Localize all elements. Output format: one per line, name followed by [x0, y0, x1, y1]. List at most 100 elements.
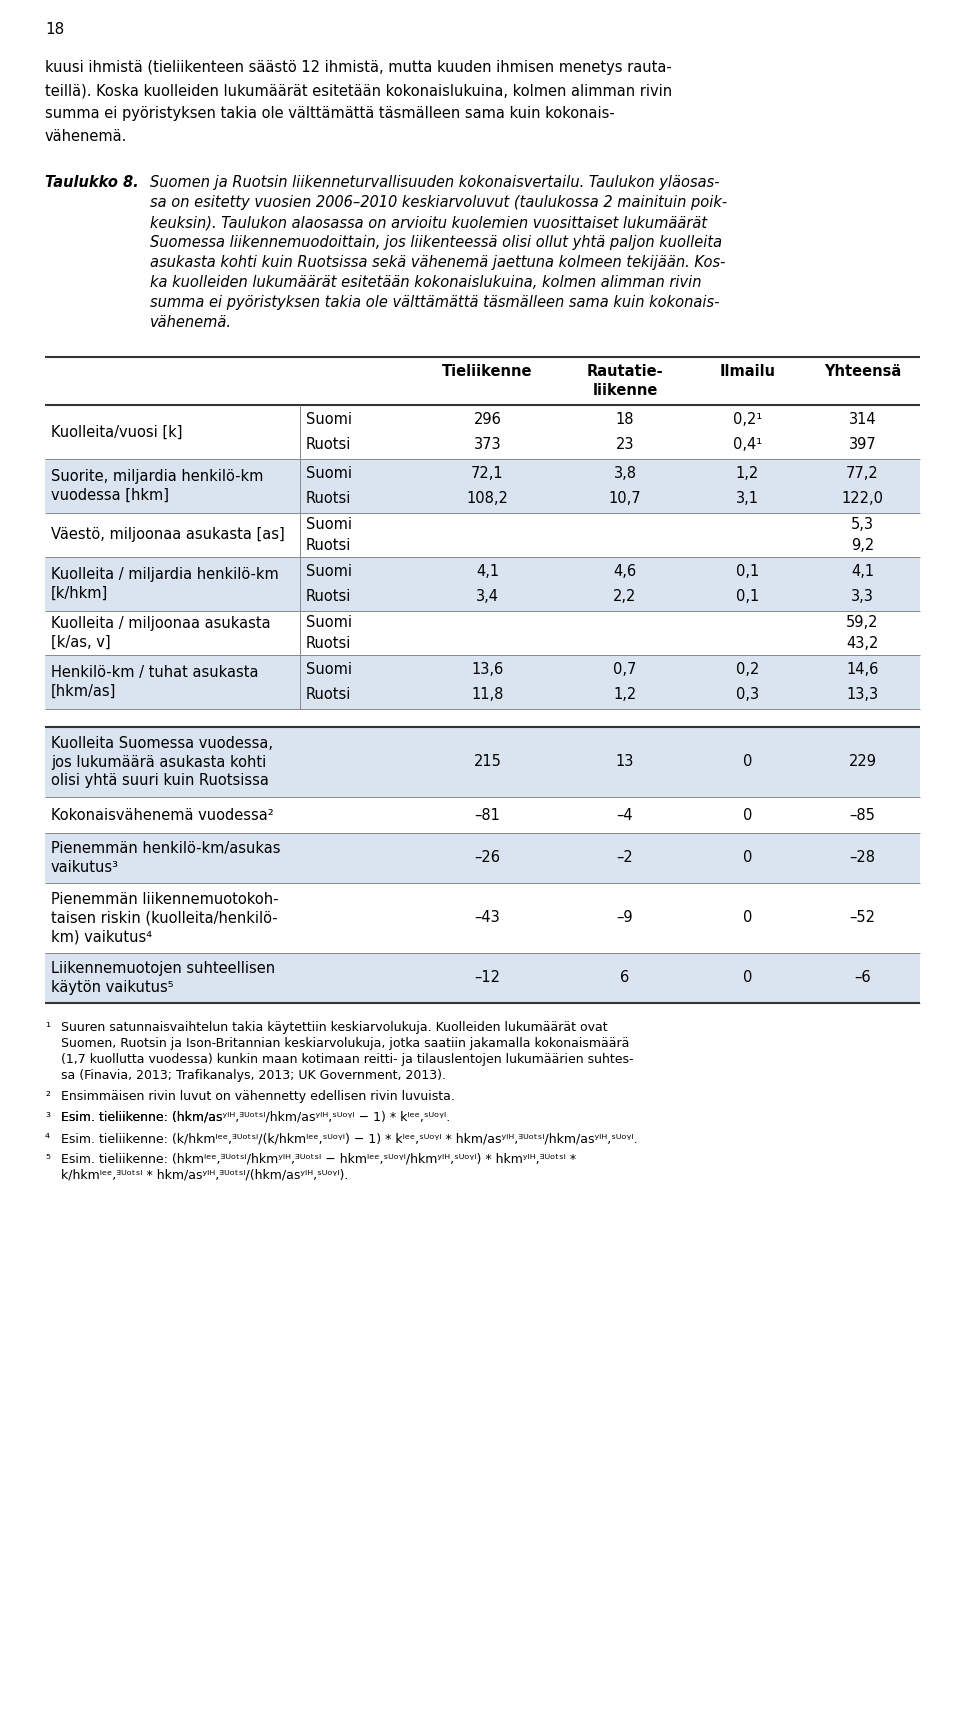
Bar [45, 404, 920, 459]
Text: 18: 18 [615, 413, 635, 427]
Text: vähenemä.: vähenemä. [45, 129, 128, 144]
Text: sa on esitetty vuosien 2006–2010 keskiarvoluvut (taulukossa 2 mainituin poik-: sa on esitetty vuosien 2006–2010 keskiar… [150, 194, 727, 210]
Text: 397: 397 [849, 437, 876, 452]
Text: keuksin). Taulukon alaosassa on arvioitu kuolemien vuosittaiset lukumäärät: keuksin). Taulukon alaosassa on arvioitu… [150, 215, 708, 230]
Text: teillä). Koska kuolleiden lukumäärät esitetään kokonaislukuina, kolmen alimman r: teillä). Koska kuolleiden lukumäärät esi… [45, 83, 672, 98]
Text: 4,6: 4,6 [613, 564, 636, 580]
Text: 0,3: 0,3 [736, 686, 759, 702]
Text: 3,1: 3,1 [736, 490, 759, 506]
Text: Liikennemuotojen suhteellisen
käytön vaikutus⁵: Liikennemuotojen suhteellisen käytön vai… [51, 961, 276, 994]
Text: Suomi: Suomi [306, 466, 352, 482]
Text: Ruotsi: Ruotsi [306, 538, 351, 552]
Text: Suomi: Suomi [306, 518, 352, 533]
Text: –43: –43 [474, 910, 500, 925]
Text: Taulukko 8.: Taulukko 8. [45, 175, 138, 189]
Text: 0: 0 [743, 910, 753, 925]
Bar [45, 882, 920, 953]
Text: Esim. tieliikenne: (hkmᴵᵉᵉ,ᴲᵁᵒᵗˢᴵ/hkmʸᴵᴴ,ᴲᵁᵒᵗˢᴵ − hkmᴵᵉᵉ,ˢᵁᵒᵞᴵ/hkmʸᴵᴴ,ˢᵁᵒᵞᴵ) * h: Esim. tieliikenne: (hkmᴵᵉᵉ,ᴲᵁᵒᵗˢᴵ/hkmʸᴵᴴ… [61, 1152, 576, 1166]
Bar [45, 796, 920, 832]
Text: Suuren satunnaisvaihtelun takia käytettiin keskiarvolukuja. Kuolleiden lukumäärä: Suuren satunnaisvaihtelun takia käytetti… [61, 1022, 608, 1034]
Bar [45, 832, 920, 882]
Text: Suorite, miljardia henkilö-km
vuodessa [hkm]: Suorite, miljardia henkilö-km vuodessa [… [51, 470, 263, 502]
Text: asukasta kohti kuin Ruotsissa sekä vähenemä jaettuna kolmeen tekijään. Kos-: asukasta kohti kuin Ruotsissa sekä vähen… [150, 255, 726, 270]
Text: Pienemmän liikennemuotokoh-
taisen riskin (kuolleita/henkilö-
km) vaikutus⁴: Pienemmän liikennemuotokoh- taisen riski… [51, 893, 278, 944]
Text: 108,2: 108,2 [467, 490, 509, 506]
Text: summa ei pyöristyksen takia ole välttämättä täsmälleen sama kuin kokonais-: summa ei pyöristyksen takia ole välttämä… [150, 296, 719, 310]
Text: Suomessa liikennemuodoittain, jos liikenteessä olisi ollut yhtä paljon kuolleita: Suomessa liikennemuodoittain, jos liiken… [150, 236, 722, 249]
Text: –81: –81 [474, 807, 500, 822]
Text: ⁴: ⁴ [45, 1132, 50, 1146]
Text: 18: 18 [45, 22, 64, 38]
Bar [45, 953, 920, 1003]
Text: 13,3: 13,3 [847, 686, 878, 702]
Text: Ruotsi: Ruotsi [306, 588, 351, 604]
Text: 1,2: 1,2 [736, 466, 759, 482]
Text: Rautatie-
liikenne: Rautatie- liikenne [587, 365, 663, 397]
Bar [45, 728, 920, 796]
Text: Ruotsi: Ruotsi [306, 636, 351, 650]
Bar [45, 459, 920, 513]
Text: 59,2: 59,2 [847, 616, 878, 631]
Text: Pienemmän henkilö-km/asukas
vaikutus³: Pienemmän henkilö-km/asukas vaikutus³ [51, 841, 280, 875]
Text: 77,2: 77,2 [846, 466, 878, 482]
Text: Esim. tieliikenne: (hkm/as: Esim. tieliikenne: (hkm/as [61, 1111, 223, 1123]
Text: (1,7 kuollutta vuodessa) kunkin maan kotimaan reitti- ja tilauslentojen lukumäär: (1,7 kuollutta vuodessa) kunkin maan kot… [61, 1053, 634, 1066]
Text: 1,2: 1,2 [613, 686, 636, 702]
Text: ka kuolleiden lukumäärät esitetään kokonaislukuina, kolmen alimman rivin: ka kuolleiden lukumäärät esitetään kokon… [150, 275, 702, 291]
Text: Kuolleita / miljoonaa asukasta
[k/as, v]: Kuolleita / miljoonaa asukasta [k/as, v] [51, 616, 271, 650]
Text: 9,2: 9,2 [851, 538, 875, 552]
Text: 2,2: 2,2 [613, 588, 636, 604]
Text: –12: –12 [474, 970, 500, 986]
Text: Kokonaisvähenemä vuodessa²: Kokonaisvähenemä vuodessa² [51, 807, 274, 822]
Text: –85: –85 [850, 807, 876, 822]
Text: 6: 6 [620, 970, 630, 986]
Bar [45, 611, 920, 655]
Bar [45, 655, 920, 709]
Text: Kuolleita / miljardia henkilö-km
[k/hkm]: Kuolleita / miljardia henkilö-km [k/hkm] [51, 568, 278, 600]
Text: summa ei pyöristyksen takia ole välttämättä täsmälleen sama kuin kokonais-: summa ei pyöristyksen takia ole välttämä… [45, 107, 614, 120]
Text: 229: 229 [849, 755, 876, 769]
Text: 3,4: 3,4 [476, 588, 499, 604]
Text: 0: 0 [743, 850, 753, 865]
Text: –52: –52 [850, 910, 876, 925]
Text: Esim. tieliikenne: (hkm/asʸᴵᴴ,ᴲᵁᵒᵗˢᴵ/hkm/asʸᴵᴴ,ˢᵁᵒᵞᴵ − 1) * kᴵᵉᵉ,ˢᵁᵒᵞᴵ.: Esim. tieliikenne: (hkm/asʸᴵᴴ,ᴲᵁᵒᵗˢᴵ/hkm… [61, 1111, 450, 1123]
Text: Ruotsi: Ruotsi [306, 437, 351, 452]
Text: 0,2¹: 0,2¹ [732, 413, 762, 427]
Text: Suomi: Suomi [306, 662, 352, 678]
Text: Väestö, miljoonaa asukasta [as]: Väestö, miljoonaa asukasta [as] [51, 528, 285, 542]
Text: k/hkmᴵᵉᵉ,ᴲᵁᵒᵗˢᴵ * hkm/asʸᴵᴴ,ᴲᵁᵒᵗˢᴵ/(hkm/asʸᴵᴴ,ˢᵁᵒᵞᴵ).: k/hkmᴵᵉᵉ,ᴲᵁᵒᵗˢᴵ * hkm/asʸᴵᴴ,ᴲᵁᵒᵗˢᴵ/(hkm/… [61, 1170, 348, 1182]
Text: kuusi ihmistä (tieliikenteen säästö 12 ihmistä, mutta kuuden ihmisen menetys rau: kuusi ihmistä (tieliikenteen säästö 12 i… [45, 60, 672, 76]
Text: ²: ² [45, 1090, 50, 1103]
Text: 0,7: 0,7 [613, 662, 636, 678]
Text: –6: –6 [854, 970, 871, 986]
Text: Ruotsi: Ruotsi [306, 490, 351, 506]
Text: 0: 0 [743, 755, 753, 769]
Text: 10,7: 10,7 [609, 490, 641, 506]
Text: –26: –26 [474, 850, 500, 865]
Text: ¹: ¹ [45, 1022, 50, 1034]
Text: –2: –2 [616, 850, 634, 865]
Text: Esim. tieliikenne: (k/hkmᴵᵉᵉ,ᴲᵁᵒᵗˢᴵ/(k/hkmᴵᵉᵉ,ˢᵁᵒᵞᴵ) − 1) * kᴵᵉᵉ,ˢᵁᵒᵞᴵ * hkm/asʸ: Esim. tieliikenne: (k/hkmᴵᵉᵉ,ᴲᵁᵒᵗˢᴵ/(k/h… [61, 1132, 637, 1146]
Text: Suomen ja Ruotsin liikenneturvallisuuden kokonaisvertailu. Taulukon yläosas-: Suomen ja Ruotsin liikenneturvallisuuden… [150, 175, 719, 189]
Text: 0: 0 [743, 970, 753, 986]
Text: 0,1: 0,1 [736, 564, 759, 580]
Text: 215: 215 [473, 755, 501, 769]
Text: 314: 314 [849, 413, 876, 427]
Text: ³: ³ [45, 1111, 50, 1123]
Text: –9: –9 [616, 910, 634, 925]
Text: Suomi: Suomi [306, 616, 352, 631]
Text: 3,3: 3,3 [852, 588, 874, 604]
Bar [45, 557, 920, 611]
Text: 13: 13 [615, 755, 635, 769]
Text: Kuolleita Suomessa vuodessa,
jos lukumäärä asukasta kohti
olisi yhtä suuri kuin : Kuolleita Suomessa vuodessa, jos lukumää… [51, 736, 273, 788]
Text: 0,1: 0,1 [736, 588, 759, 604]
Text: vähenemä.: vähenemä. [150, 315, 232, 330]
Text: 0: 0 [743, 807, 753, 822]
Text: 0,4¹: 0,4¹ [732, 437, 762, 452]
Text: –28: –28 [850, 850, 876, 865]
Text: Suomen, Ruotsin ja Ison-Britannian keskiarvolukuja, jotka saatiin jakamalla koko: Suomen, Ruotsin ja Ison-Britannian keski… [61, 1037, 630, 1049]
Text: ⁵: ⁵ [45, 1152, 50, 1166]
Text: Henkilö-km / tuhat asukasta
[hkm/as]: Henkilö-km / tuhat asukasta [hkm/as] [51, 666, 258, 698]
Text: 13,6: 13,6 [471, 662, 504, 678]
Text: Ilmailu: Ilmailu [719, 365, 776, 378]
